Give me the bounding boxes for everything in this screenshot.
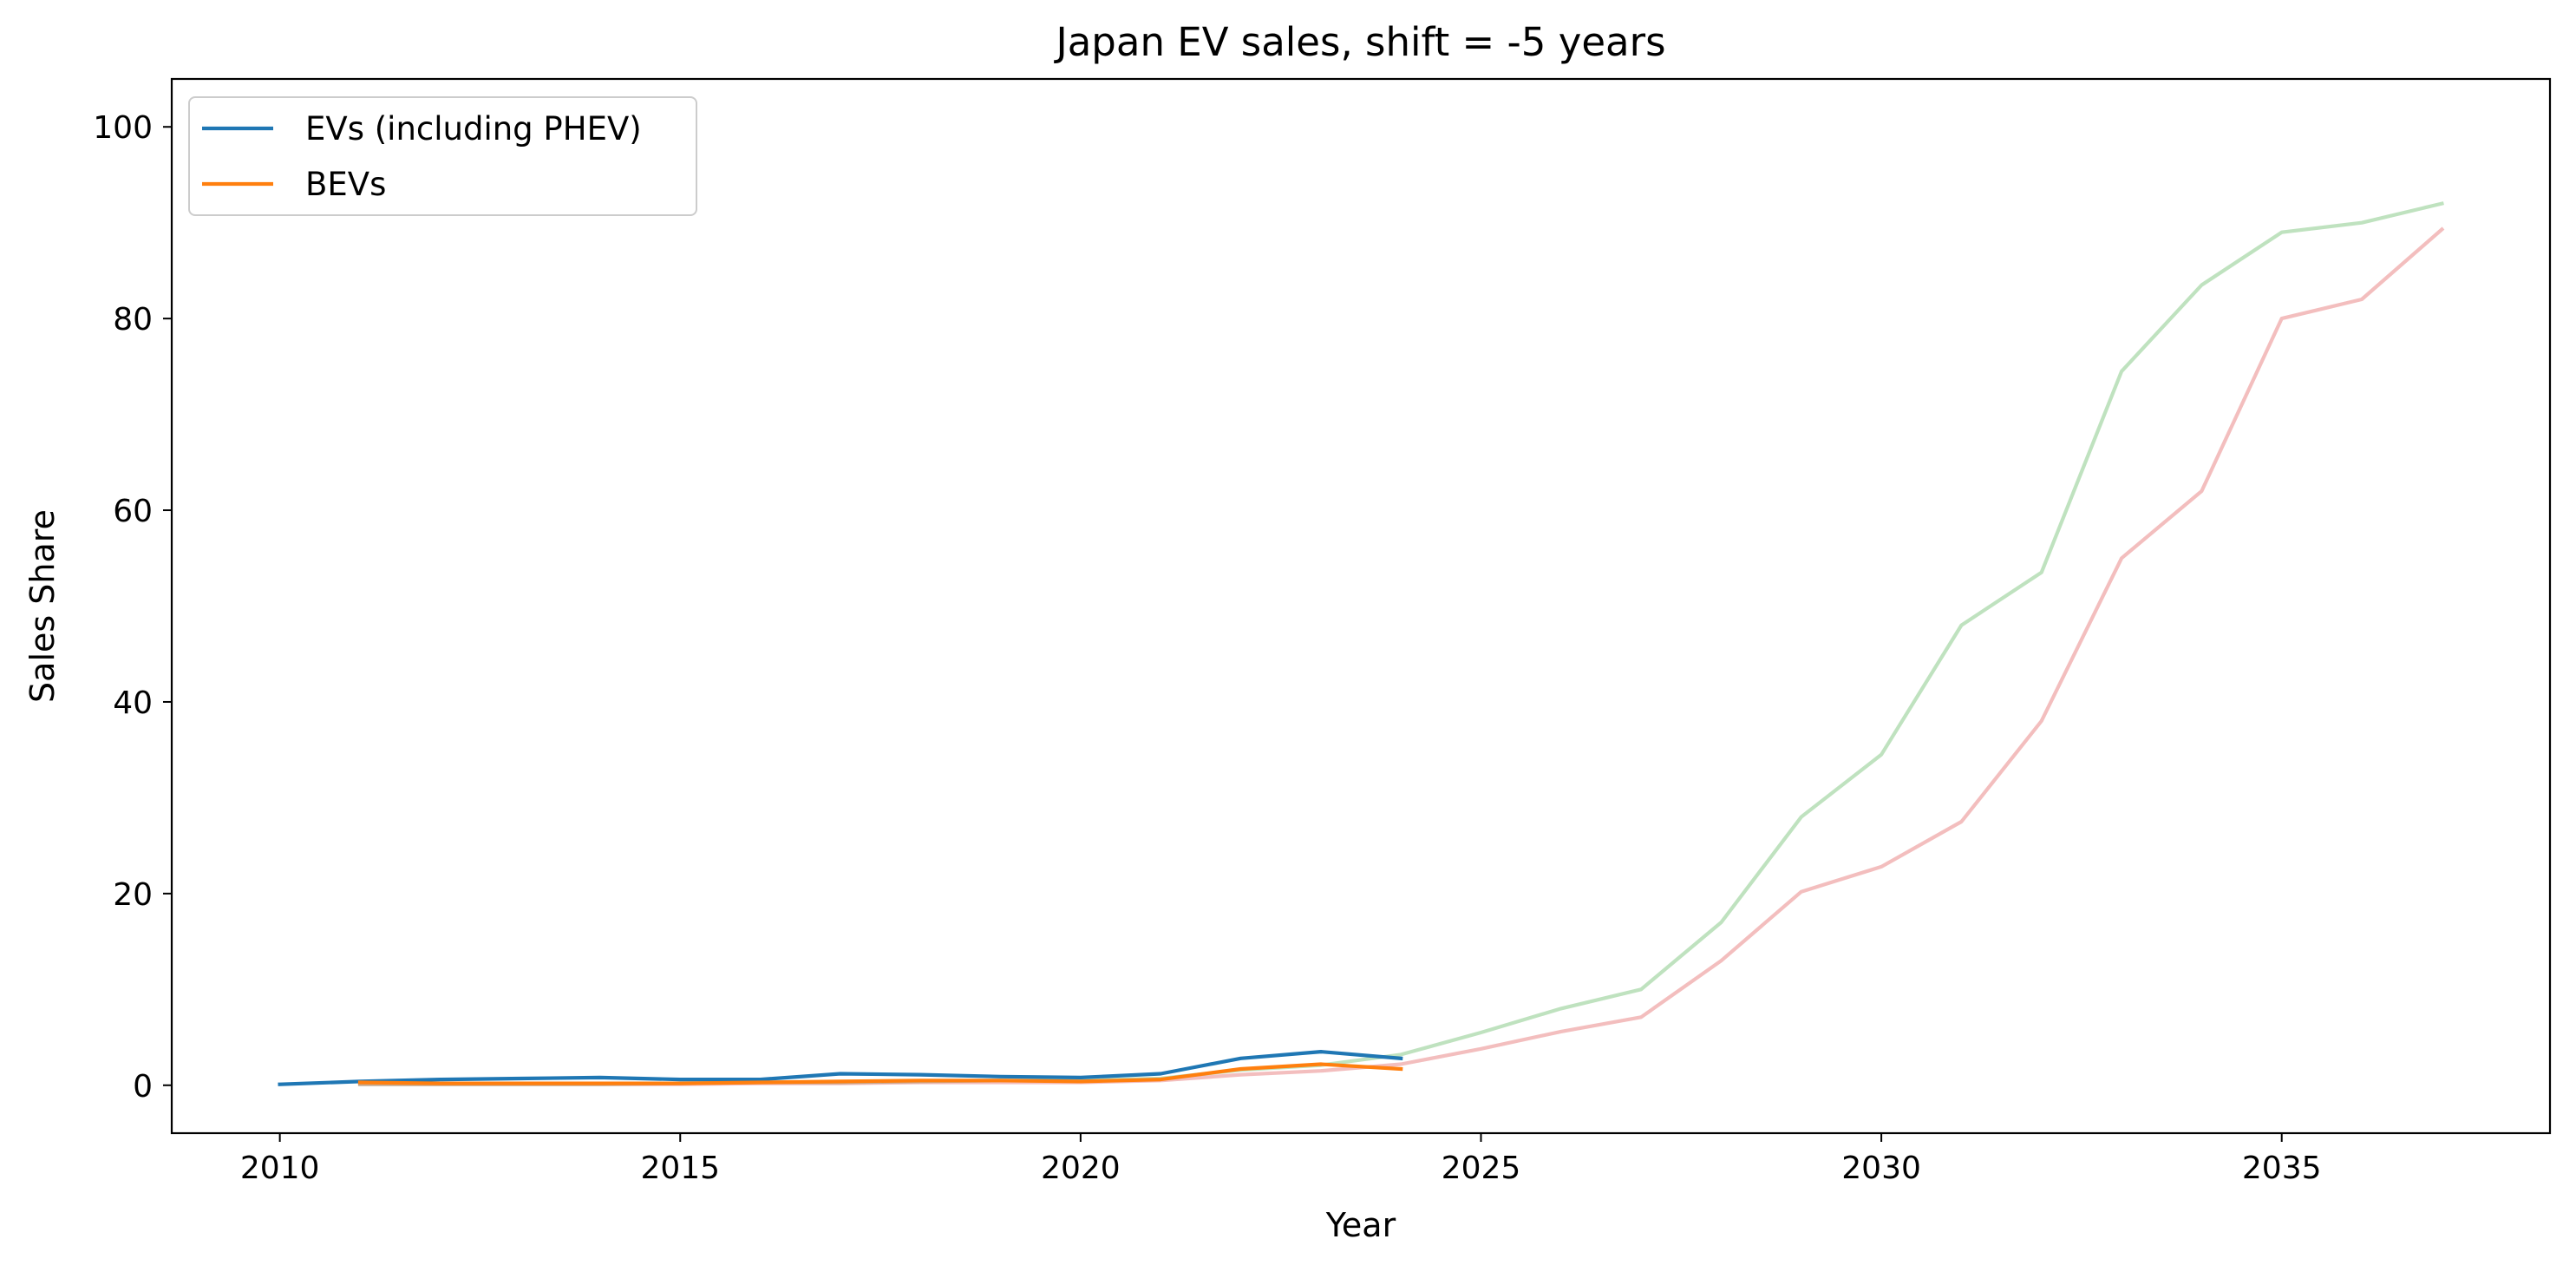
x-tick-label: 2015 [640,1151,720,1186]
y-tick-label: 0 [133,1069,153,1105]
x-axis-label: Year [1325,1206,1396,1244]
y-tick-label: 20 [113,877,153,913]
x-tick-label: 2020 [1041,1151,1121,1186]
legend-box [188,96,697,216]
y-tick-label: 80 [113,302,153,338]
x-tick-label: 2030 [1841,1151,1921,1186]
y-axis-ticks: 0 20 40 60 80 100 [93,110,172,1105]
series-line-1 [278,1049,1403,1086]
x-axis-ticks: 2010 2015 2020 2025 2030 2035 [240,1133,2322,1186]
y-axis-label: Sales Share [23,509,62,703]
x-tick-label: 2010 [240,1151,320,1186]
legend-label: BEVs [305,166,386,203]
series-layer [278,201,2445,1086]
y-tick-label: 60 [113,494,153,529]
y-tick-label: 40 [113,685,153,721]
y-tick-label: 100 [93,110,153,146]
legend-label: EVs (including PHEV) [305,110,642,148]
x-tick-label: 2035 [2242,1151,2322,1186]
chart-title: Japan EV sales, shift = -5 years [1053,19,1665,65]
series-line-2 [357,1062,1403,1085]
plot-frame [170,77,2552,1135]
legend: EVs (including PHEV) BEVs [188,96,697,216]
x-tick-label: 2025 [1442,1151,1521,1186]
